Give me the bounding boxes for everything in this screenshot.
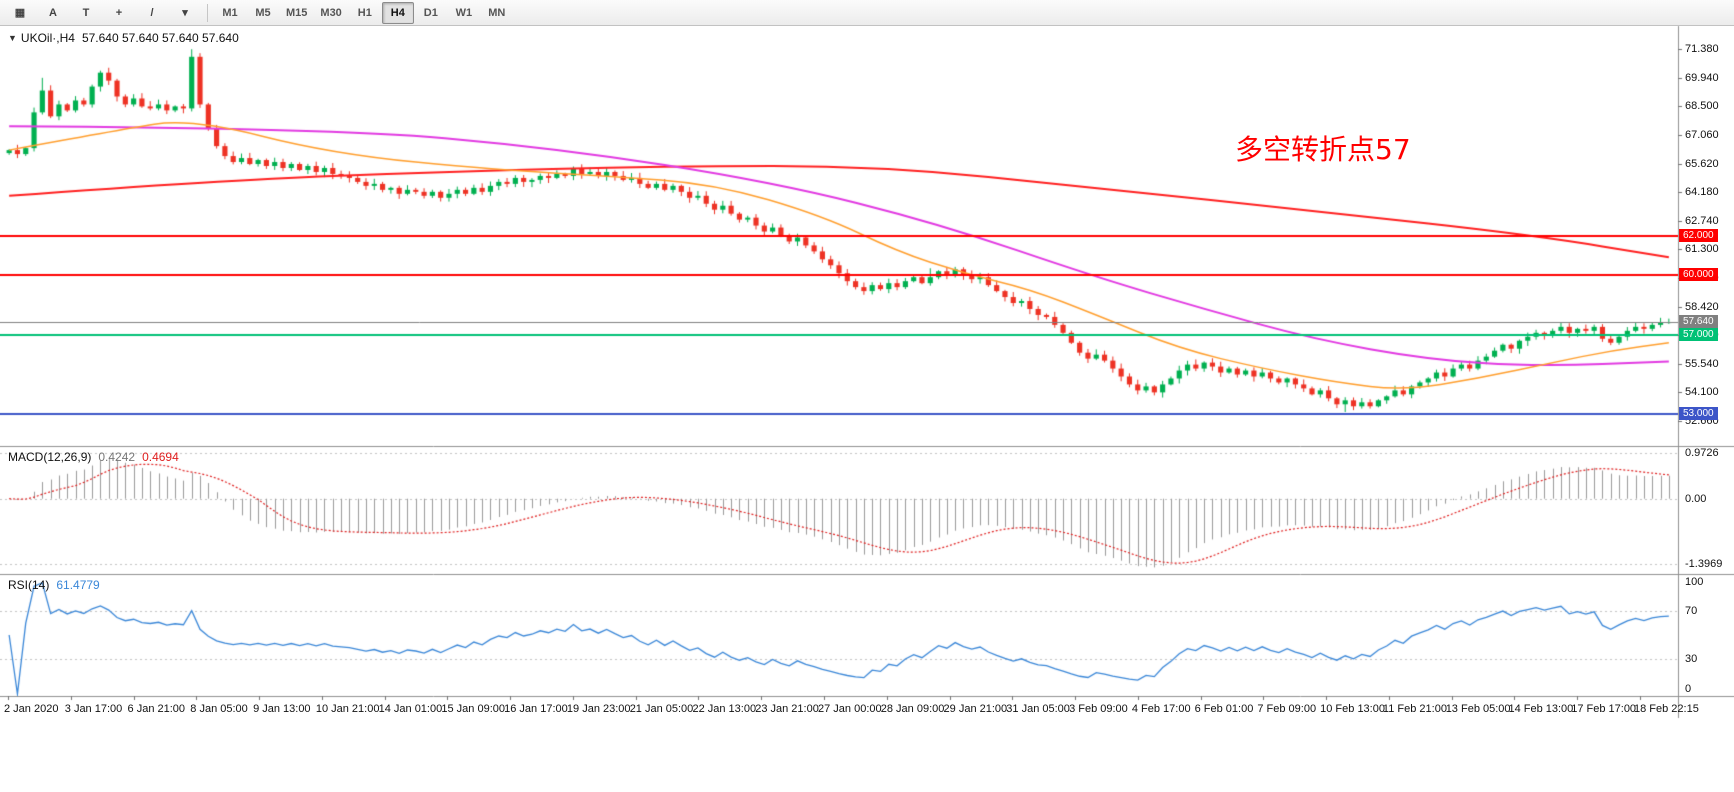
toolbar-tools: ▦ A T + / ▾ [4, 2, 201, 24]
line-draw-tool[interactable]: / [150, 6, 154, 19]
chart-grid-icon[interactable]: ▦ [14, 7, 26, 19]
cursor-tool[interactable]: A [49, 6, 57, 19]
toolbar-separator [207, 3, 208, 22]
timeframe-button-h1[interactable]: H1 [357, 6, 372, 19]
timeframe-button-w1[interactable]: W1 [455, 6, 473, 19]
timeframe-button-mn[interactable]: MN [488, 6, 506, 19]
timeframe-button-m5[interactable]: M5 [255, 6, 271, 19]
crosshair-tool[interactable]: + [115, 6, 123, 19]
timeframe-button-d1[interactable]: D1 [423, 6, 438, 19]
timeframe-button-m15[interactable]: M15 [286, 6, 308, 19]
text-tool[interactable]: T [82, 6, 90, 19]
toolbar: ▦ A T + / ▾ M1 M5 M15 M30 H1 H4 D1 W1 MN [0, 0, 1734, 26]
timeframe-button-m30[interactable]: M30 [320, 6, 342, 19]
timeframe-button-m1[interactable]: M1 [222, 6, 238, 19]
toolbar-timeframes: M1 M5 M15 M30 H1 H4 D1 W1 MN [214, 1, 513, 24]
line-tool-dropdown[interactable]: ▾ [182, 7, 188, 19]
timeframe-button-h4[interactable]: H4 [381, 1, 414, 24]
